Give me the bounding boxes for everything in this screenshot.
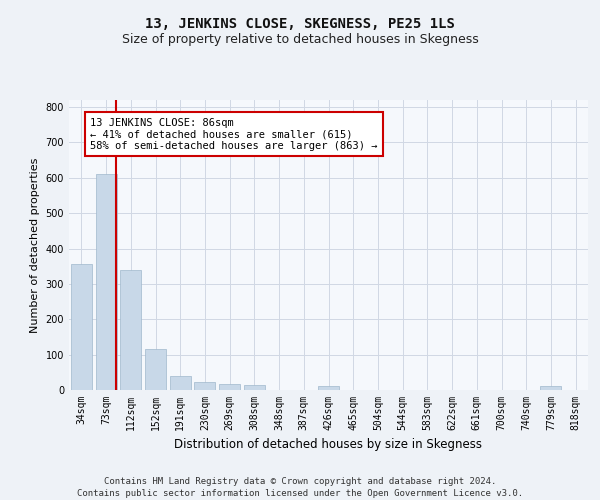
Bar [120, 270, 141, 390]
Bar [244, 385, 265, 390]
Bar [95, 174, 116, 390]
Bar [541, 386, 562, 390]
Bar [145, 350, 166, 390]
Text: Contains HM Land Registry data © Crown copyright and database right 2024.
Contai: Contains HM Land Registry data © Crown c… [77, 476, 523, 498]
Bar [71, 264, 92, 390]
Text: Size of property relative to detached houses in Skegness: Size of property relative to detached ho… [122, 32, 478, 46]
Bar [170, 376, 191, 390]
Bar [194, 382, 215, 390]
Text: 13 JENKINS CLOSE: 86sqm
← 41% of detached houses are smaller (615)
58% of semi-d: 13 JENKINS CLOSE: 86sqm ← 41% of detache… [90, 118, 377, 151]
Bar [219, 384, 240, 390]
Text: 13, JENKINS CLOSE, SKEGNESS, PE25 1LS: 13, JENKINS CLOSE, SKEGNESS, PE25 1LS [145, 18, 455, 32]
Bar [318, 386, 339, 390]
Y-axis label: Number of detached properties: Number of detached properties [30, 158, 40, 332]
X-axis label: Distribution of detached houses by size in Skegness: Distribution of detached houses by size … [175, 438, 482, 452]
